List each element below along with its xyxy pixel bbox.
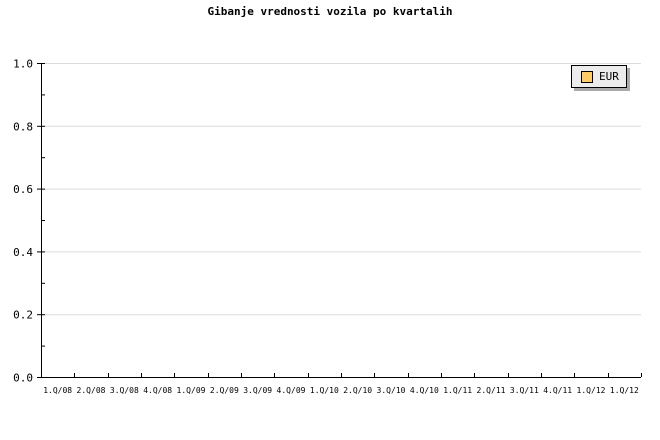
x-tick-label: 3.Q/09 — [243, 386, 272, 395]
x-tick-label: 1.Q/11 — [443, 386, 472, 395]
y-tick-label: 1.0 — [13, 58, 33, 71]
x-tick-label: 1.Q/12 — [577, 386, 606, 395]
x-tick-label: 4.Q/09 — [277, 386, 306, 395]
x-tick-label: 3.Q/08 — [110, 386, 139, 395]
x-tick-label: 2.Q/10 — [343, 386, 372, 395]
x-tick-label: 2.Q/09 — [210, 386, 239, 395]
x-tick-label: 2.Q/08 — [77, 386, 106, 395]
legend-swatch-eur — [581, 70, 593, 83]
y-tick-label: 0.4 — [13, 246, 33, 259]
x-tick-label: 1.Q/08 — [43, 386, 72, 395]
x-tick-label: 1.Q/10 — [310, 386, 339, 395]
y-tick-label: 0.6 — [13, 183, 33, 196]
chart-title: Gibanje vrednosti vozila po kvartalih — [207, 5, 453, 18]
x-tick-label: 4.Q/11 — [543, 386, 572, 395]
y-tick-label: 0.8 — [13, 120, 33, 133]
x-tick-label: 3.Q/11 — [510, 386, 539, 395]
x-tick-label: 4.Q/08 — [143, 386, 172, 395]
x-tick-label: 3.Q/10 — [377, 386, 406, 395]
legend-label-eur: EUR — [599, 70, 619, 83]
y-tick-label: 0.0 — [13, 372, 33, 385]
y-tick-label: 0.2 — [13, 309, 33, 322]
x-tick-label: 1.Q/09 — [177, 386, 206, 395]
legend: EUR — [571, 65, 627, 88]
x-tick-label: 2.Q/11 — [477, 386, 506, 395]
x-tick-label: 4.Q/10 — [410, 386, 439, 395]
x-tick-label: 1.Q/12 — [610, 386, 639, 395]
